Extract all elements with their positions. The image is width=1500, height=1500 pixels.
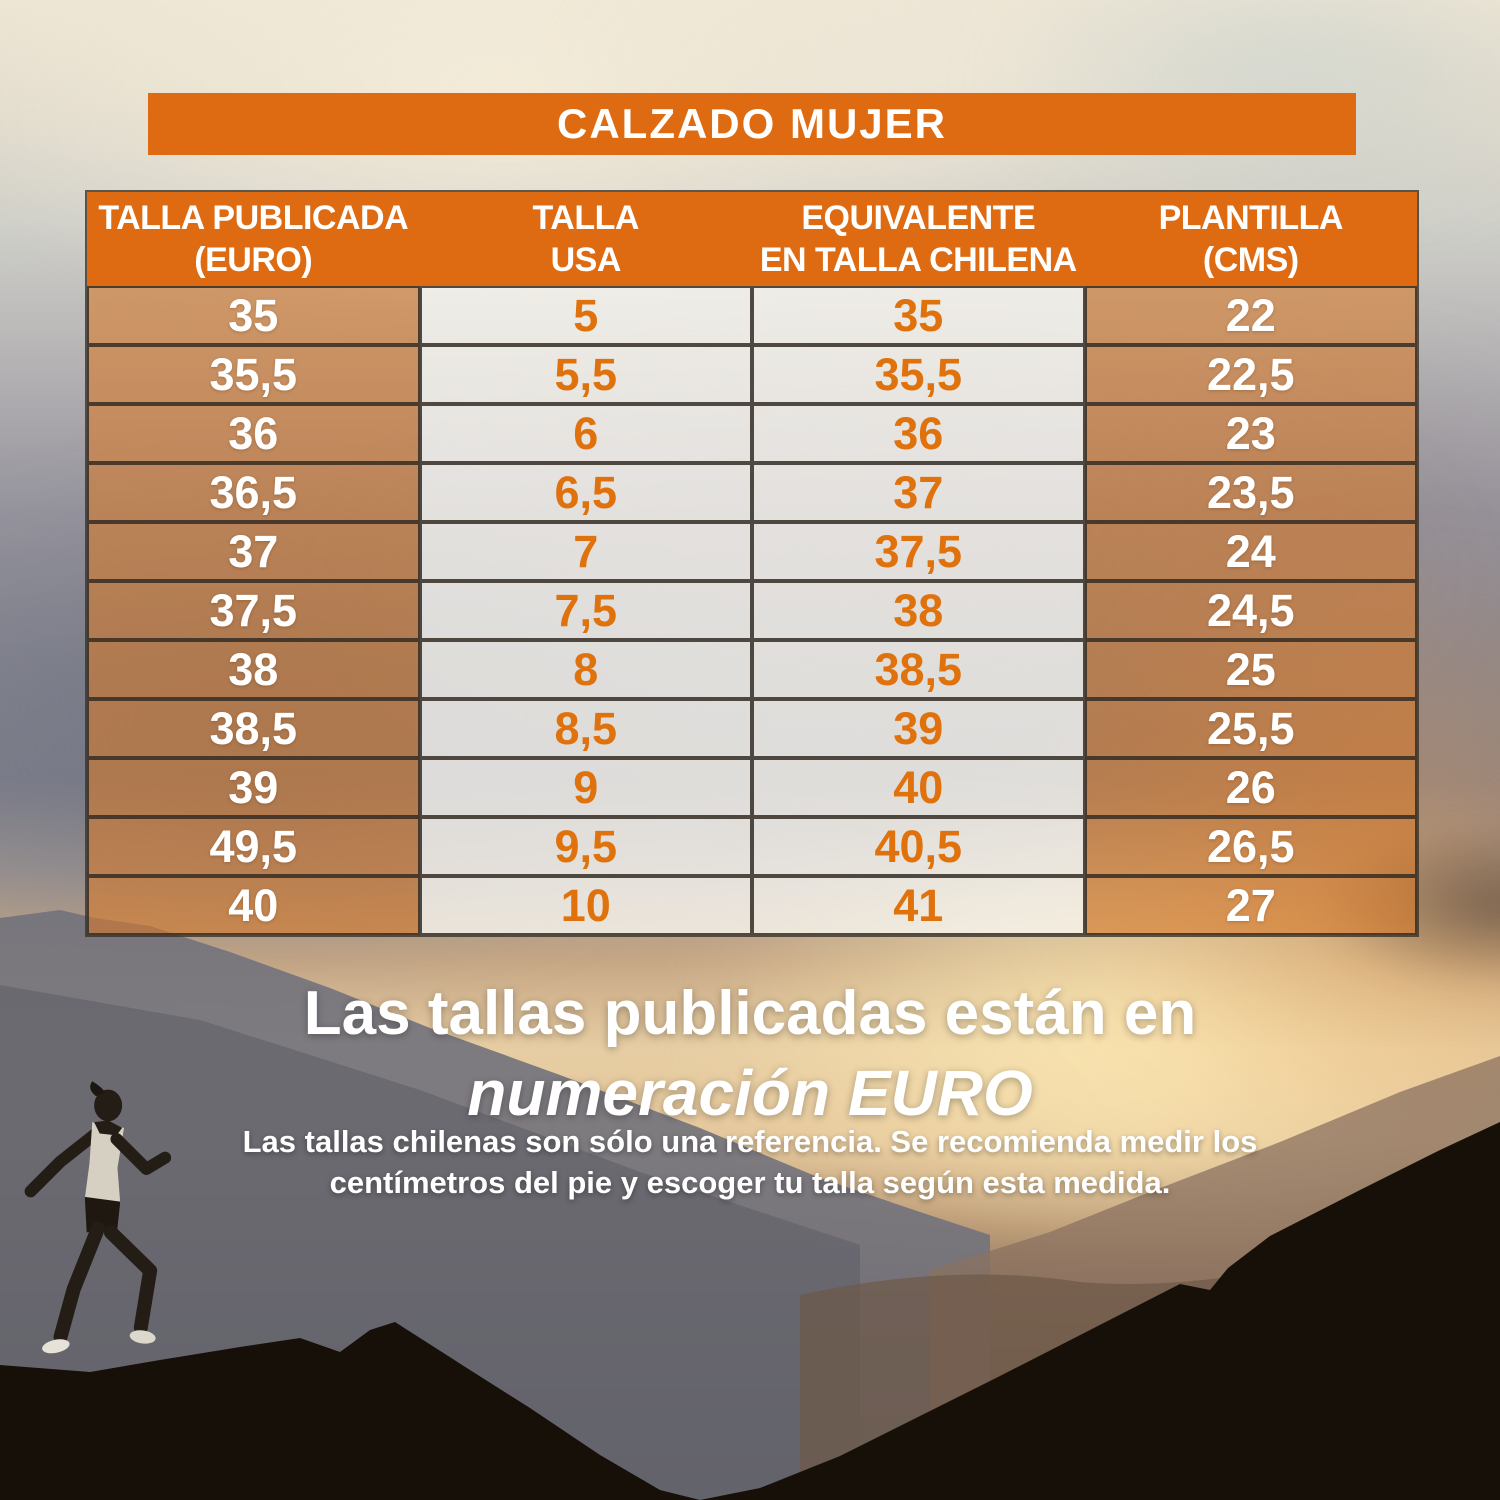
cell-talla-usa: 7 <box>419 522 752 581</box>
cell-talla-usa: 6,5 <box>419 463 752 522</box>
cell-talla-chilena: 38 <box>752 581 1085 640</box>
cell-plantilla-cms: 26,5 <box>1084 817 1417 876</box>
cell-talla-euro: 39 <box>87 758 420 817</box>
cell-talla-usa: 9,5 <box>419 817 752 876</box>
footer-headline-line1: Las tallas publicadas están en <box>303 979 1197 1048</box>
cell-talla-euro: 37 <box>87 522 420 581</box>
cell-talla-euro: 35 <box>87 286 420 345</box>
cell-talla-usa: 7,5 <box>419 581 752 640</box>
cell-talla-euro: 38,5 <box>87 699 420 758</box>
mountain-silhouette <box>0 910 1500 1500</box>
cell-plantilla-cms: 26 <box>1084 758 1417 817</box>
table-row: 40 10 41 27 <box>87 876 1417 935</box>
footer-note-line2: centímetros del pie y escoger tu talla s… <box>329 1164 1171 1200</box>
footer-note: Las tallas chilenas son sólo una referen… <box>0 1122 1500 1204</box>
table-row: 49,5 9,5 40,5 26,5 <box>87 817 1417 876</box>
cell-plantilla-cms: 22,5 <box>1084 345 1417 404</box>
table-row: 37,5 7,5 38 24,5 <box>87 581 1417 640</box>
cell-talla-usa: 8 <box>419 640 752 699</box>
cell-talla-euro: 49,5 <box>87 817 420 876</box>
cell-talla-usa: 8,5 <box>419 699 752 758</box>
cell-plantilla-cms: 24 <box>1084 522 1417 581</box>
cell-talla-euro: 36 <box>87 404 420 463</box>
cell-talla-usa: 9 <box>419 758 752 817</box>
cell-talla-chilena: 38,5 <box>752 640 1085 699</box>
cell-plantilla-cms: 23 <box>1084 404 1417 463</box>
cell-talla-chilena: 40 <box>752 758 1085 817</box>
cell-plantilla-cms: 27 <box>1084 876 1417 935</box>
cell-plantilla-cms: 22 <box>1084 286 1417 345</box>
cell-talla-usa: 6 <box>419 404 752 463</box>
cell-talla-chilena: 40,5 <box>752 817 1085 876</box>
cell-talla-usa: 10 <box>419 876 752 935</box>
column-header-talla-publicada: TALLA PUBLICADA (EURO) <box>98 198 409 279</box>
cell-plantilla-cms: 23,5 <box>1084 463 1417 522</box>
cell-plantilla-cms: 25,5 <box>1084 699 1417 758</box>
cell-talla-chilena: 37,5 <box>752 522 1085 581</box>
column-header-talla-usa: TALLA USA <box>532 198 640 279</box>
cell-talla-chilena: 37 <box>752 463 1085 522</box>
column-header-equivalente-chilena: EQUIVALENTE EN TALLA CHILENA <box>759 198 1077 279</box>
cell-talla-euro: 38 <box>87 640 420 699</box>
cell-plantilla-cms: 25 <box>1084 640 1417 699</box>
column-header-plantilla-cms: PLANTILLA (CMS) <box>1158 198 1344 279</box>
table-body: 35 5 35 22 35,5 5,5 35,5 22,5 36 6 36 23… <box>87 286 1417 935</box>
table-row: 36 6 36 23 <box>87 404 1417 463</box>
table-header-row: TALLA PUBLICADA (EURO) TALLA USA EQUIVAL… <box>87 192 1417 286</box>
cell-talla-euro: 37,5 <box>87 581 420 640</box>
table-row: 35,5 5,5 35,5 22,5 <box>87 345 1417 404</box>
table-row: 38 8 38,5 25 <box>87 640 1417 699</box>
cell-talla-usa: 5,5 <box>419 345 752 404</box>
table-row: 39 9 40 26 <box>87 758 1417 817</box>
size-conversion-table: TALLA PUBLICADA (EURO) TALLA USA EQUIVAL… <box>85 190 1419 937</box>
table-row: 35 5 35 22 <box>87 286 1417 345</box>
footer-headline-line2: numeración EURO <box>467 1057 1033 1129</box>
cell-plantilla-cms: 24,5 <box>1084 581 1417 640</box>
table-row: 38,5 8,5 39 25,5 <box>87 699 1417 758</box>
cell-talla-euro: 35,5 <box>87 345 420 404</box>
cell-talla-chilena: 36 <box>752 404 1085 463</box>
runner-silhouette <box>24 1081 172 1354</box>
cell-talla-chilena: 39 <box>752 699 1085 758</box>
footer-note-line1: Las tallas chilenas son sólo una referen… <box>242 1124 1258 1159</box>
cell-talla-chilena: 35,5 <box>752 345 1085 404</box>
cell-talla-chilena: 35 <box>752 286 1085 345</box>
title-bar: CALZADO MUJER <box>148 93 1356 155</box>
cell-talla-usa: 5 <box>419 286 752 345</box>
cell-talla-chilena: 41 <box>752 876 1085 935</box>
page-title: CALZADO MUJER <box>557 100 947 147</box>
cell-talla-euro: 36,5 <box>87 463 420 522</box>
table-row: 37 7 37,5 24 <box>87 522 1417 581</box>
cell-talla-euro: 40 <box>87 876 420 935</box>
table-row: 36,5 6,5 37 23,5 <box>87 463 1417 522</box>
